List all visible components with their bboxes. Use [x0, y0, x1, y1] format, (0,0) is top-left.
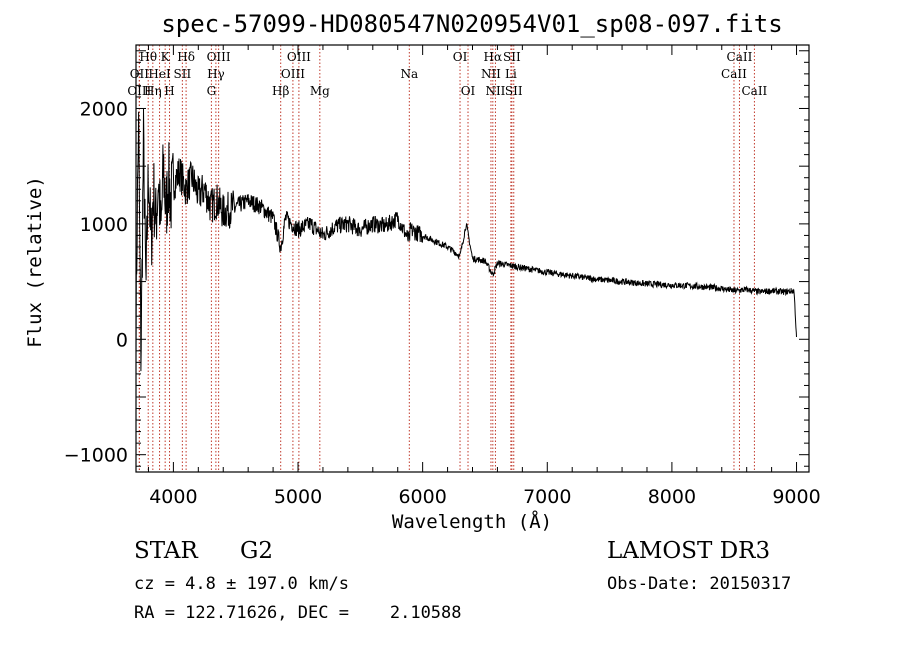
spectral-line-label: NII: [485, 84, 505, 98]
spectral-line-label: Hη: [144, 84, 162, 98]
spectral-line-label: Hα: [484, 50, 503, 64]
y-tick-label: 2000: [80, 98, 128, 120]
x-tick-label: 9000: [772, 486, 820, 508]
obs-date: Obs-Date: 20150317: [607, 574, 792, 594]
spectral-line-label: SII: [503, 50, 521, 64]
spectral-line-label: SII: [505, 84, 523, 98]
spectral-line-label: K: [161, 50, 171, 64]
axis-ticks: [136, 45, 809, 472]
chart-title: spec-57099-HD080547N020954V01_sp08-097.f…: [161, 10, 782, 38]
spectral-line-label: Na: [400, 67, 418, 81]
spectral-line-label: Hθ: [139, 50, 157, 64]
x-axis-label: Wavelength (Å): [392, 510, 552, 533]
spectral-line-label: CaII: [727, 50, 753, 64]
coordinates: RA = 122.71626, DEC = 2.10588: [134, 603, 462, 623]
spectral-lines: [138, 45, 755, 472]
y-tick-label: 0: [116, 329, 128, 351]
spectral-line-label: Mg: [310, 84, 330, 98]
survey-name: LAMOST DR3: [607, 538, 771, 564]
spectral-line-label: NII: [481, 67, 501, 81]
x-tick-label: 7000: [523, 486, 571, 508]
x-tick-label: 6000: [398, 486, 446, 508]
spectral-line-label: HeI: [148, 67, 171, 81]
y-tick-label: −1000: [64, 445, 128, 467]
spectral-line-label: Hδ: [177, 50, 195, 64]
x-tick-label: 5000: [274, 486, 322, 508]
spectral-line-label: OIII: [281, 67, 305, 81]
spectral-line-label: OI: [461, 84, 476, 98]
x-tick-label: 4000: [149, 486, 197, 508]
spectral-line-label: Li: [505, 67, 517, 81]
x-tick-label: 8000: [648, 486, 696, 508]
spectral-line-label: SII: [174, 67, 192, 81]
spectral-line-label: OIII: [207, 50, 231, 64]
spectral-line-label: H: [164, 84, 174, 98]
redshift-value: cz = 4.8 ± 197.0 km/s: [134, 574, 349, 594]
y-axis-label: Flux (relative): [24, 176, 46, 348]
spectrum-series: [135, 108, 797, 372]
spectral-line-label: CaII: [721, 67, 747, 81]
axis-tick-labels: 4000 5000 6000 7000 8000 9000 −1000 0 1000 2000: [64, 98, 821, 508]
spectral-line-label: OI: [453, 50, 468, 64]
spectral-line-label: Hβ: [272, 84, 289, 98]
spectral-line-label: G: [207, 84, 217, 98]
spectral-line-label: OIII: [127, 84, 151, 98]
spectral-line-label: CaII: [741, 84, 767, 98]
spectral-subclass: G2: [240, 538, 274, 564]
spectral-line-label: Hγ: [207, 67, 225, 81]
spectral-line-label: OIII: [287, 50, 311, 64]
y-tick-label: 1000: [80, 214, 128, 236]
object-class: STAR: [134, 538, 198, 564]
